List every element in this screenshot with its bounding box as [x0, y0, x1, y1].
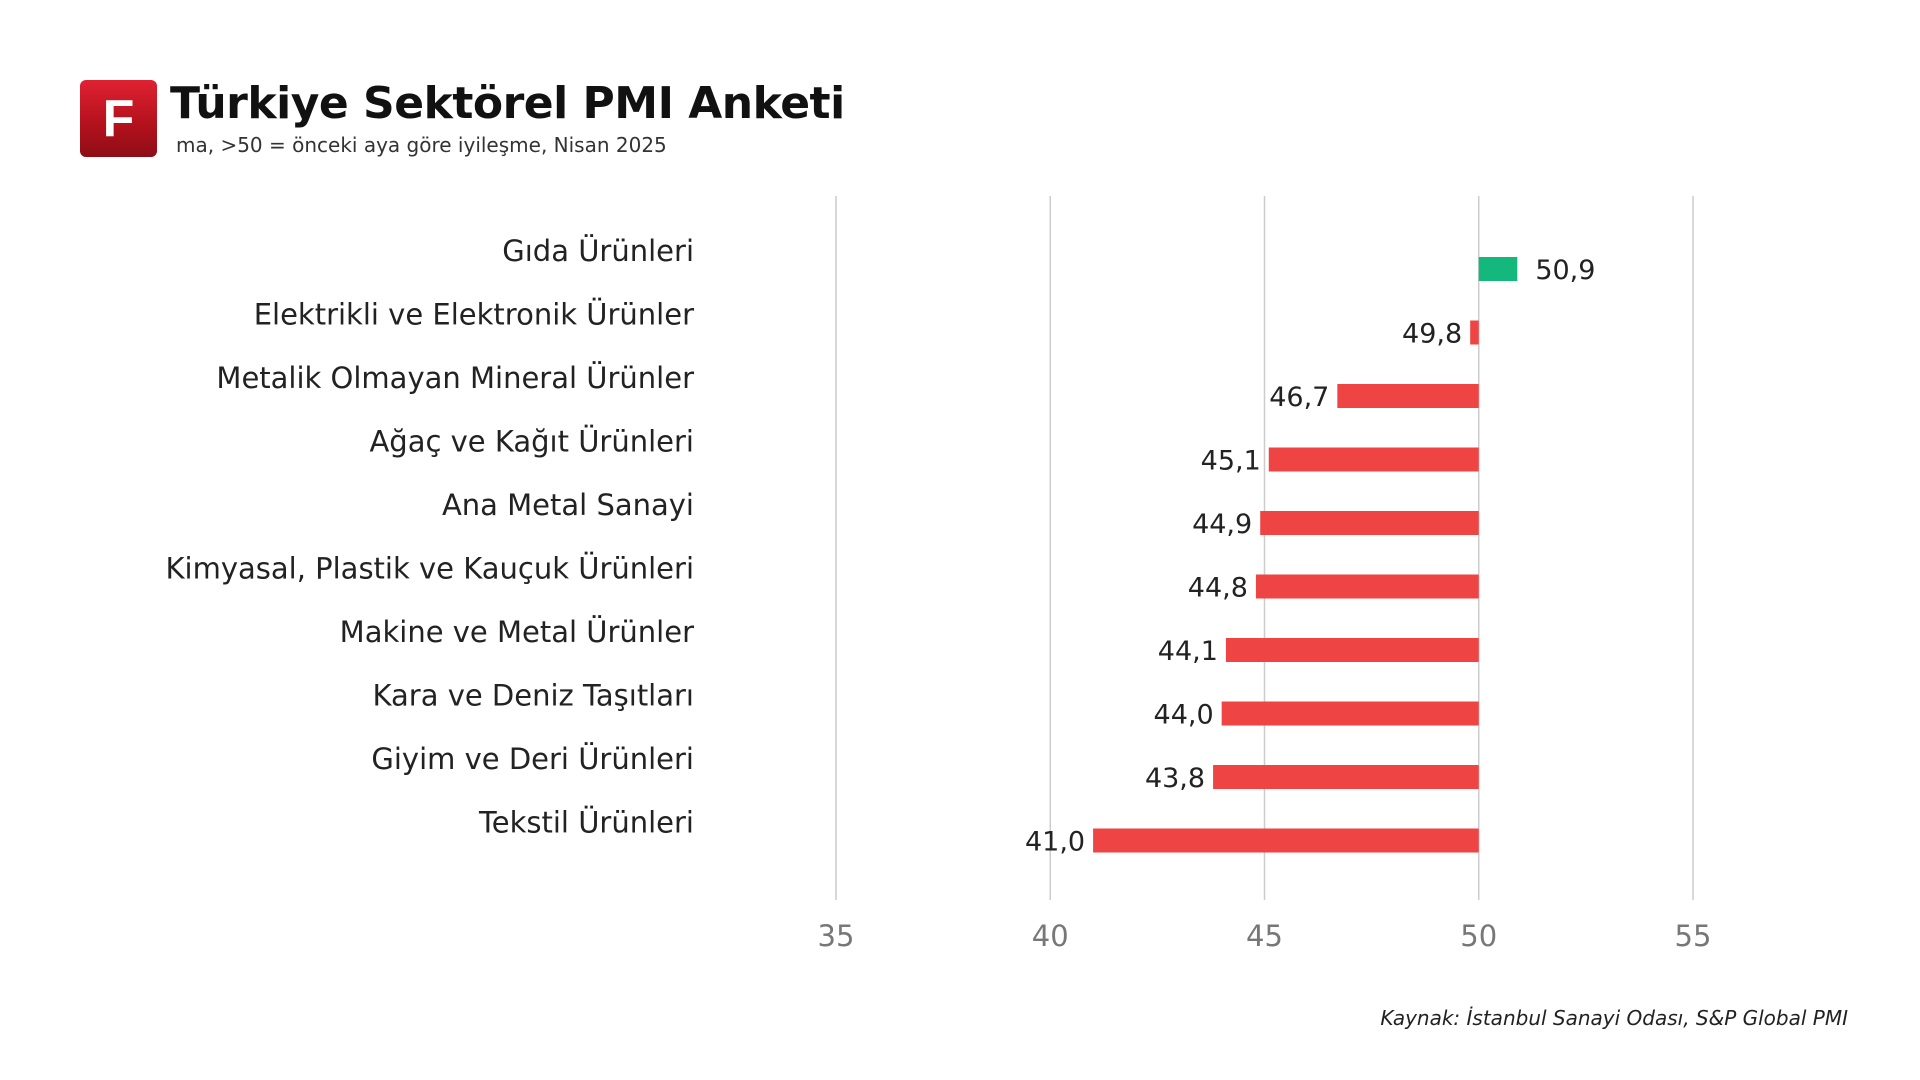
category-label: Tekstil Ürünleri [478, 806, 694, 840]
category-label: Metalik Olmayan Mineral Ürünler [216, 361, 694, 395]
value-label: 41,0 [1025, 827, 1085, 858]
category-label: Ana Metal Sanayi [442, 488, 694, 522]
logo-letter: F [102, 89, 135, 148]
category-label: Gıda Ürünleri [502, 234, 694, 268]
value-label: 43,8 [1145, 763, 1205, 794]
value-label: 44,8 [1188, 573, 1248, 604]
category-label: Ağaç ve Kağıt Ürünleri [369, 425, 694, 459]
chart-subtitle: ma, >50 = önceki aya göre iyileşme, Nisa… [176, 133, 667, 157]
x-tick-label: 55 [1675, 919, 1712, 953]
x-tick-label: 40 [1032, 919, 1069, 953]
x-tick-label: 35 [818, 919, 855, 953]
bar [1093, 828, 1479, 853]
x-tick-label: 50 [1460, 919, 1497, 953]
value-label: 50,9 [1535, 255, 1595, 286]
bar [1337, 384, 1479, 408]
brand-logo: F [80, 80, 157, 157]
bar [1478, 257, 1518, 281]
value-label: 44,0 [1154, 700, 1214, 731]
chart-title: Türkiye Sektörel PMI Anketi [170, 78, 845, 129]
bar [1260, 511, 1479, 535]
bar [1255, 574, 1479, 599]
bar [1268, 447, 1479, 472]
category-label: Elektrikli ve Elektronik Ürünler [254, 298, 694, 332]
value-label: 44,9 [1192, 509, 1252, 540]
category-label: Giyim ve Deri Ürünleri [371, 742, 694, 776]
bar [1213, 765, 1479, 789]
bar [1470, 320, 1479, 345]
category-label: Makine ve Metal Ürünler [340, 615, 694, 649]
value-label: 44,1 [1158, 636, 1218, 667]
category-label: Kara ve Deniz Taşıtları [373, 679, 695, 713]
value-label: 45,1 [1201, 446, 1261, 477]
x-tick-label: 45 [1246, 919, 1283, 953]
value-label: 46,7 [1269, 382, 1329, 413]
bar [1225, 638, 1479, 662]
category-label: Kimyasal, Plastik ve Kauçuk Ürünleri [166, 552, 695, 586]
source-note: Kaynak: İstanbul Sanayi Odası, S&P Globa… [1380, 1006, 1848, 1030]
value-label: 49,8 [1402, 319, 1462, 350]
bar [1221, 701, 1479, 726]
